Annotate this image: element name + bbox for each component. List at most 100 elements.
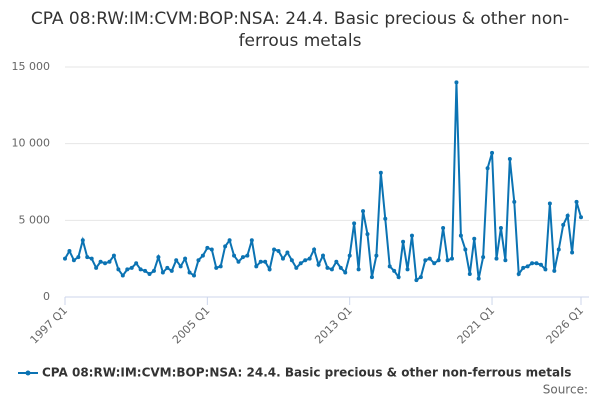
data-point [307, 256, 312, 261]
data-point [481, 255, 486, 260]
data-point [263, 259, 268, 264]
data-point [76, 255, 81, 260]
data-point [298, 261, 303, 266]
data-point [200, 253, 205, 258]
data-point [516, 272, 521, 276]
x-tick-label: 2013 Q1 [312, 304, 355, 347]
chart-title: CPA 08:RW:IM:CVM:BOP:NSA: 24.4. Basic pr… [30, 9, 570, 51]
data-point [378, 170, 383, 175]
data-point [356, 267, 361, 272]
data-point [476, 276, 481, 281]
data-point [396, 275, 401, 280]
y-tick-label: 0 [43, 290, 50, 303]
data-point [525, 264, 530, 269]
data-point [405, 267, 410, 272]
data-point [245, 253, 250, 258]
data-point [458, 233, 463, 238]
data-point [312, 247, 317, 252]
data-point [543, 267, 548, 272]
data-point [236, 259, 241, 264]
data-point [289, 258, 294, 263]
data-point [165, 265, 170, 270]
data-point [392, 268, 397, 273]
data-point [547, 201, 552, 206]
data-point [409, 233, 414, 238]
data-point [196, 258, 201, 263]
data-point [329, 267, 334, 272]
data-point [214, 265, 219, 270]
data-point [521, 265, 526, 270]
data-point [156, 255, 161, 260]
data-point [467, 272, 472, 276]
data-point [334, 259, 339, 264]
data-point [316, 262, 321, 267]
data-point [134, 261, 139, 266]
data-point [192, 273, 196, 278]
data-point [498, 226, 503, 230]
data-point [570, 250, 575, 255]
data-point [294, 265, 299, 270]
data-point [125, 267, 130, 272]
data-point [445, 258, 450, 263]
data-point [454, 80, 459, 85]
data-point [472, 236, 477, 241]
data-point [71, 258, 76, 263]
data-point [534, 261, 539, 266]
data-point [494, 256, 499, 261]
data-point [418, 275, 423, 280]
data-point [276, 249, 281, 253]
data-point [512, 199, 517, 204]
data-point [240, 255, 245, 260]
data-point [138, 267, 143, 272]
x-tick-label: 2021 Q1 [455, 304, 498, 347]
data-point [103, 261, 108, 266]
data-point [205, 245, 210, 250]
data-point [80, 238, 85, 243]
data-point [552, 268, 557, 273]
data-point [85, 255, 90, 260]
data-point [94, 265, 99, 270]
data-point [89, 256, 94, 261]
data-point [129, 265, 134, 270]
data-point [338, 265, 343, 270]
x-tick-label: 1997 Q1 [28, 304, 71, 347]
data-point [556, 247, 561, 252]
data-point [63, 256, 67, 261]
data-point [369, 275, 374, 280]
data-point [450, 256, 454, 261]
data-point [303, 258, 308, 263]
data-point [352, 221, 357, 226]
x-tick-label: 2005 Q1 [170, 304, 213, 347]
data-point [485, 166, 490, 171]
y-tick-label: 15 000 [12, 60, 51, 73]
data-point [343, 270, 348, 275]
x-tick-label: 2026 Q1 [544, 304, 587, 347]
data-point [178, 264, 183, 269]
y-tick-label: 5 000 [19, 213, 51, 226]
legend-label[interactable]: CPA 08:RW:IM:CVM:BOP:NSA: 24.4. Basic pr… [42, 366, 571, 380]
data-point [490, 150, 495, 155]
data-point [227, 238, 232, 243]
data-point [285, 250, 290, 255]
data-point [98, 259, 103, 264]
data-point [209, 247, 214, 252]
data-point [530, 261, 535, 266]
data-point [272, 247, 277, 252]
data-point [183, 256, 188, 261]
data-point [232, 253, 237, 258]
data-point [401, 239, 406, 244]
data-point [174, 258, 179, 263]
data-point [383, 216, 388, 221]
data-point [321, 253, 325, 258]
data-point [423, 258, 428, 263]
data-point [147, 272, 152, 276]
data-point [169, 268, 174, 273]
data-point [116, 267, 121, 272]
data-point [223, 244, 228, 249]
data-point [187, 270, 192, 275]
data-point [249, 238, 254, 243]
data-point [414, 278, 419, 283]
data-point [507, 157, 512, 161]
